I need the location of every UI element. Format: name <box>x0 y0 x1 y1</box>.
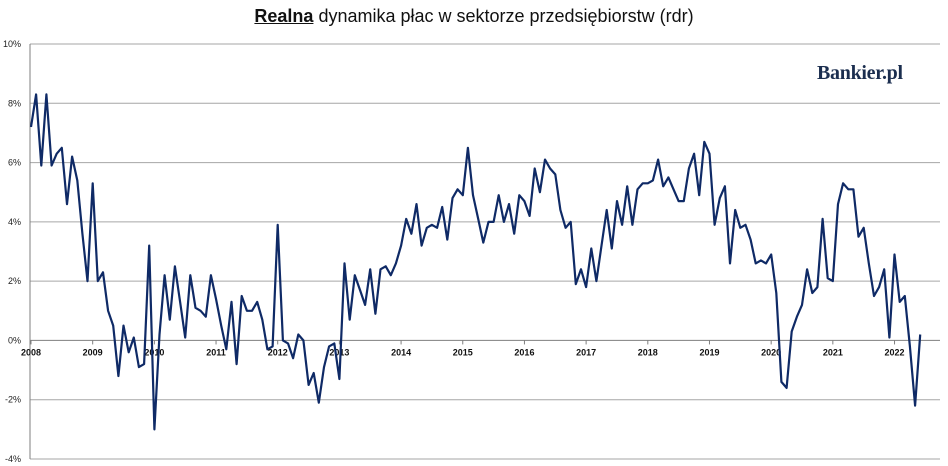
y-tick-label: 6% <box>8 158 21 168</box>
y-tick-label: -2% <box>5 395 21 405</box>
y-tick-label: 4% <box>8 217 21 227</box>
x-tick-label: 2012 <box>268 347 288 357</box>
x-tick-label: 2021 <box>823 347 843 357</box>
x-tick-label: 2016 <box>514 347 534 357</box>
bankier-logo: Bankier.pl <box>817 62 903 84</box>
x-tick-label: 2019 <box>699 347 719 357</box>
y-tick-label: 2% <box>8 276 21 286</box>
gridlines <box>29 43 940 460</box>
series-layer <box>29 93 922 431</box>
y-tick-label: 0% <box>8 335 21 345</box>
x-tick-label: 2011 <box>206 347 226 357</box>
series-line <box>29 93 922 431</box>
x-tick-label: 2022 <box>885 347 905 357</box>
chart-title-rest: dynamika płac w sektorze przedsiębiorstw… <box>313 6 694 26</box>
x-tick-label: 2020 <box>761 347 781 357</box>
x-tick-label: 2018 <box>638 347 658 357</box>
y-tick-label: 8% <box>8 98 21 108</box>
chart-title: Realna dynamika płac w sektorze przedsię… <box>0 6 948 27</box>
y-axis-ticks: -4% -2% 0% 2% 4% 6% 8% 10% <box>3 39 21 464</box>
x-axis-ticks: 2008 2009 2010 2011 2012 2013 2014 2015 2016 2017… <box>21 340 905 357</box>
y-tick-label: 10% <box>3 39 21 49</box>
chart-title-accent: Realna <box>254 6 314 26</box>
x-tick-label: 2008 <box>21 347 41 357</box>
x-tick-label: 2013 <box>329 347 349 357</box>
x-tick-label: 2014 <box>391 347 411 357</box>
x-tick-label: 2010 <box>144 347 164 357</box>
y-tick-label: -4% <box>5 454 21 464</box>
x-tick-label: 2015 <box>453 347 473 357</box>
x-tick-label: 2017 <box>576 347 596 357</box>
x-tick-label: 2009 <box>83 347 103 357</box>
